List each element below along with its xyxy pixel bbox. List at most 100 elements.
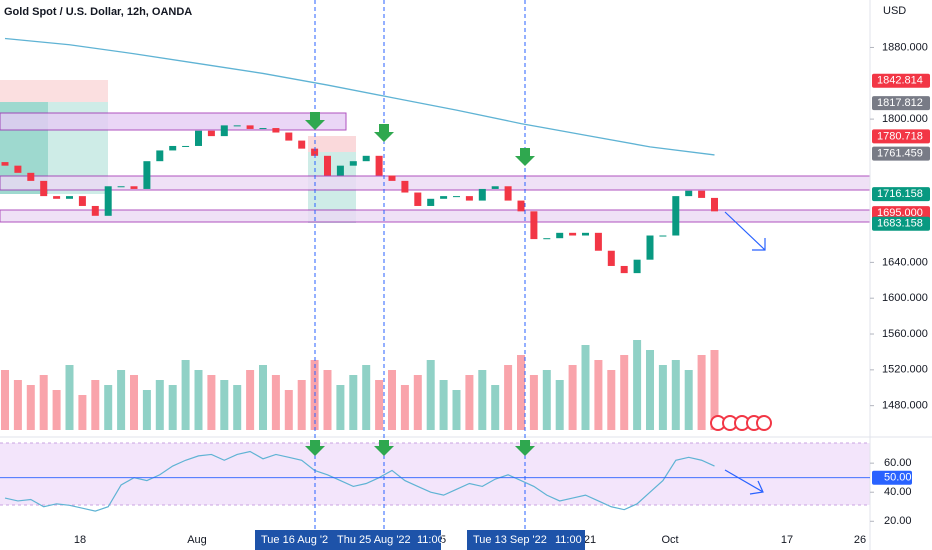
volume-bar — [555, 380, 564, 430]
candle-body — [362, 155, 370, 162]
candle-body — [117, 186, 125, 188]
volume-bar — [233, 385, 242, 430]
crosshair-label: Tue 13 Sep '22 — [473, 534, 547, 546]
candle-body — [478, 188, 486, 201]
candle-body — [78, 196, 86, 206]
candle-body — [130, 186, 138, 189]
volume-bar — [658, 365, 667, 430]
rsi-tick-label: 40.00 — [884, 486, 912, 498]
volume-bar — [684, 370, 693, 430]
volume-bar — [142, 390, 151, 430]
volume-bar — [155, 380, 164, 430]
y-tick-label: 1480.000 — [882, 400, 928, 412]
volume-bar — [297, 380, 306, 430]
crosshair-label-bg — [411, 530, 441, 550]
chart-title: Gold Spot / U.S. Dollar, 12h, OANDA — [4, 6, 192, 18]
candle-body — [246, 125, 254, 129]
price-tag-label: 1817.812 — [877, 97, 923, 109]
rsi-tick-label: 20.00 — [884, 515, 912, 527]
x-tick-label: 17 — [781, 534, 793, 546]
candle-body — [259, 128, 267, 130]
volume-bar — [491, 385, 500, 430]
y-tick-label: 1520.000 — [882, 364, 928, 376]
candle-body — [169, 145, 177, 151]
price-tag — [872, 96, 930, 111]
price-tag — [872, 129, 930, 144]
volume-bar — [375, 380, 384, 430]
y-tick-label: 1800.000 — [882, 113, 928, 125]
crosshair-label-bg — [331, 530, 413, 550]
candle-body — [375, 155, 383, 176]
candle-body — [672, 196, 680, 236]
rsi-band — [0, 443, 870, 505]
volume-bar — [465, 375, 474, 430]
y-tick-label: 1560.000 — [882, 328, 928, 340]
candle-body — [659, 235, 667, 237]
volume-bar — [336, 385, 345, 430]
volume-bar — [91, 380, 100, 430]
volume-bar — [284, 390, 293, 430]
x-tick-label: 18 — [74, 534, 86, 546]
projection-arrows — [724, 211, 766, 495]
candle-body — [40, 180, 48, 197]
volume-bar — [504, 365, 513, 430]
support-zone — [0, 209, 871, 223]
volume-bar — [104, 385, 113, 430]
volume-bar — [78, 395, 87, 430]
volume-bar — [413, 375, 422, 430]
x-tick-label: Aug — [187, 534, 207, 546]
x-tick-label: Oct — [661, 534, 678, 546]
volume-bar — [259, 365, 267, 430]
volume-bar — [646, 350, 654, 430]
candle-body — [646, 235, 654, 260]
y-tick-label: 1600.000 — [882, 292, 928, 304]
volume-bar — [117, 370, 126, 430]
volume-bar — [271, 375, 280, 430]
candle-body — [504, 186, 512, 201]
x-tick-label: 5 — [440, 534, 446, 546]
candle-body — [233, 125, 241, 127]
volume-bar — [349, 375, 358, 430]
price-tag-label: 1695.000 — [877, 207, 923, 219]
candle-body — [440, 196, 448, 199]
volume-bar — [697, 355, 706, 430]
signal-arrows — [305, 112, 535, 456]
volume-bar — [517, 355, 525, 430]
volume-bar — [439, 380, 448, 430]
candle-body — [620, 265, 628, 274]
volume-bar — [246, 370, 255, 430]
price-tag — [872, 216, 930, 231]
price-tag — [872, 187, 930, 202]
volume-bar — [452, 390, 461, 430]
y-tick-label: 1640.000 — [882, 256, 928, 268]
price-tag-label: 1683.158 — [877, 218, 923, 230]
candle-body — [607, 250, 615, 266]
volume-bar — [529, 375, 538, 430]
candle-body — [582, 232, 589, 236]
volume-bar — [607, 370, 616, 430]
candle-body — [298, 140, 306, 149]
moving-average — [4, 37, 715, 156]
candle-body — [336, 165, 344, 176]
candle-body — [272, 128, 280, 133]
candle-body — [414, 192, 422, 206]
candle-body — [698, 190, 706, 198]
volume-bar — [181, 360, 190, 430]
volume-bar — [168, 385, 177, 430]
candle-body — [14, 165, 22, 173]
volume-bar — [388, 370, 396, 430]
price-tag — [872, 73, 930, 88]
candle-body — [543, 238, 551, 240]
rsi-tick-label: 60.00 — [884, 457, 912, 469]
candle-body — [182, 145, 190, 147]
price-tag-label: 1761.459 — [877, 148, 923, 160]
volume-bar — [26, 385, 35, 430]
price-tag — [872, 206, 930, 221]
volume-bar — [581, 345, 590, 430]
candle-body — [594, 232, 602, 251]
candle-body — [220, 125, 228, 137]
crosshair-label: 11:00 — [417, 534, 444, 546]
candle-body — [530, 211, 538, 240]
crosshair-label-bg — [255, 530, 331, 550]
x-tick-label: 21 — [584, 534, 596, 546]
